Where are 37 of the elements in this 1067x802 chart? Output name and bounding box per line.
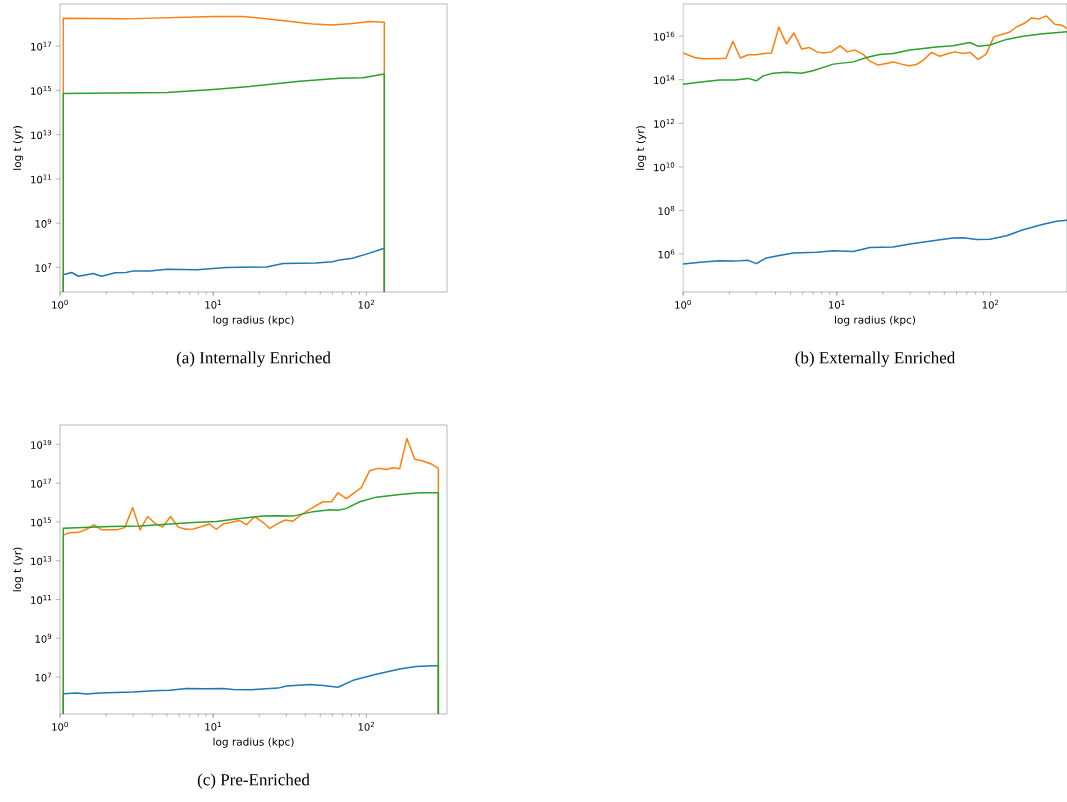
x-tick-label: 10$^{1}$ xyxy=(205,721,221,731)
x-axis-title: log radius (kpc) xyxy=(835,315,916,326)
y-tick-label: 10$^{13}$ xyxy=(31,130,52,140)
y-tick-label: 10$^{7}$ xyxy=(35,263,52,272)
y-tick-label: 10$^{15}$ xyxy=(31,85,52,95)
text: (a) Internally Enriched xyxy=(176,351,331,367)
x-tick-label: 10$^{2}$ xyxy=(358,299,375,309)
y-tick-label: 10$^{13}$ xyxy=(31,556,52,566)
text: (c) Pre-Enriched xyxy=(197,773,310,789)
y-tick-label: 10$^{11}$ xyxy=(31,174,52,184)
y-axis-title: log t (yr) xyxy=(13,547,24,592)
y-tick-label: 10$^{19}$ xyxy=(31,439,52,449)
y-tick-label: 10$^{10}$ xyxy=(654,162,675,172)
x-tick-label: 10$^{1}$ xyxy=(205,299,221,309)
x-tick-label: 10$^{1}$ xyxy=(829,299,845,309)
y-tick-label: 10$^{15}$ xyxy=(31,517,52,527)
y-tick-label: 10$^{14}$ xyxy=(654,75,675,85)
y-tick-label: 10$^{6}$ xyxy=(658,249,675,259)
y-tick-label: 10$^{17}$ xyxy=(31,41,52,51)
x-axis-title: log radius (kpc) xyxy=(213,315,294,326)
x-tick-label: 10$^{2}$ xyxy=(982,299,999,309)
y-tick-label: 10$^{12}$ xyxy=(654,118,675,128)
y-tick-label: 10$^{17}$ xyxy=(31,478,52,488)
x-tick-label: 10$^{0}$ xyxy=(52,299,68,309)
y-tick-label: 10$^{9}$ xyxy=(35,218,52,228)
x-axis-title: log radius (kpc) xyxy=(213,737,294,748)
x-tick-label: 10$^{2}$ xyxy=(358,721,375,731)
text: (b) Externally Enriched xyxy=(795,351,956,367)
y-tick-label: 10$^{11}$ xyxy=(31,595,52,604)
y-axis-title: log t (yr) xyxy=(13,126,24,170)
y-axis-title: log t (yr) xyxy=(636,126,647,170)
y-tick-label: 10$^{7}$ xyxy=(35,672,52,682)
x-tick-label: 10$^{0}$ xyxy=(675,299,691,309)
x-tick-label: 10$^{0}$ xyxy=(52,721,68,731)
y-tick-label: 10$^{9}$ xyxy=(35,633,52,643)
y-tick-label: 10$^{8}$ xyxy=(658,205,675,215)
y-tick-label: 10$^{16}$ xyxy=(654,31,675,41)
